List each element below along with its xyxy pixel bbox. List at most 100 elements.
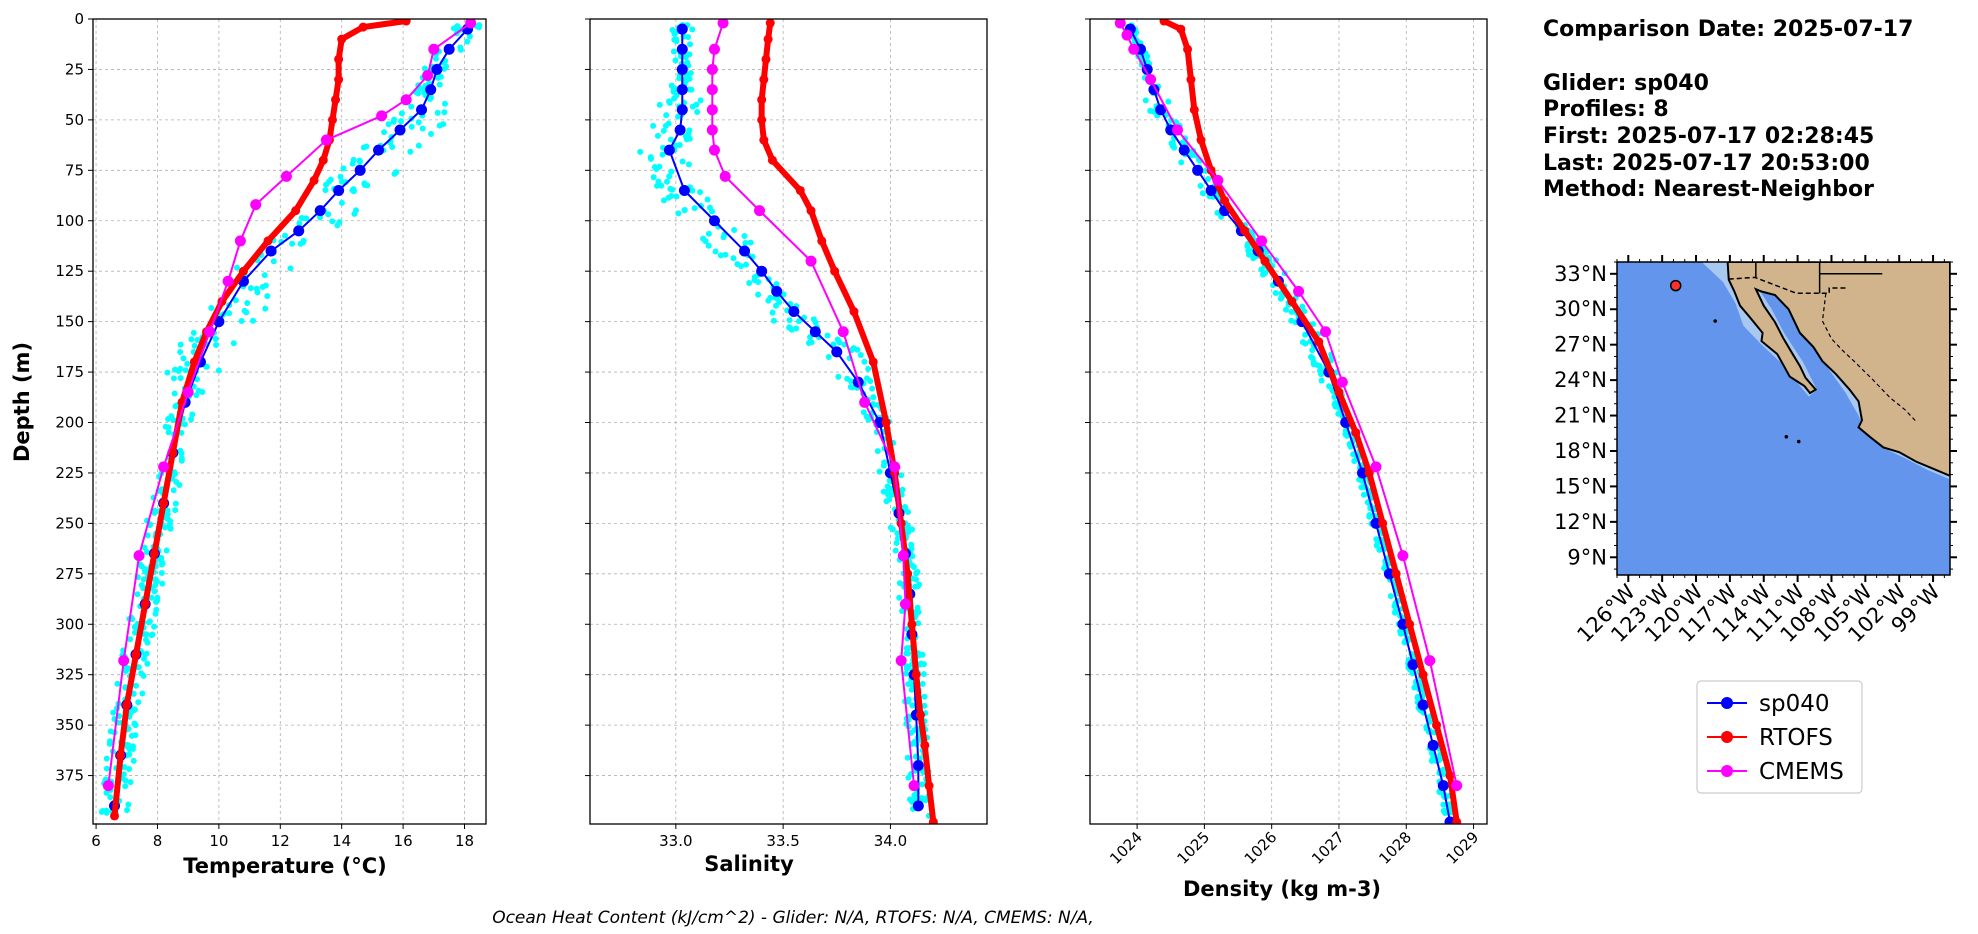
x-tick-label: 14 [332,832,351,850]
glider-raw-point [1142,97,1149,104]
glider-raw-point [138,670,145,677]
glider-raw-point [1401,639,1408,646]
glider-raw-point [660,197,667,204]
cmems-line [107,22,472,786]
glider-raw-point [705,230,712,237]
cmems-point [708,43,720,55]
glider-raw-point [194,336,201,343]
glider-raw-point [132,623,139,630]
rtofs-point [318,155,328,165]
glider-raw-point [894,530,901,537]
glider-raw-point [1347,443,1354,450]
cmems-point [118,655,130,667]
glider-raw-point [262,305,269,312]
glider-raw-point [886,496,893,503]
glider-raw-point [658,182,665,189]
glider-raw-point [731,226,738,233]
sp040-point [771,285,783,297]
glider-raw-point [1414,693,1421,700]
cmems-point [899,598,911,610]
profile-count: Profiles: 8 [1543,97,1669,122]
glider-raw-point [133,682,140,689]
rtofs-point [868,357,878,367]
method: Method: Nearest-Neighbor [1543,177,1874,202]
glider-raw-point [407,148,414,155]
cmems-point [754,205,766,217]
glider-raw-point [904,754,911,761]
glider-raw-point [139,690,146,697]
glider-raw-point [140,585,147,592]
sp040-point [676,84,688,96]
glider-raw-point [159,580,166,587]
glider-raw-point [250,317,257,324]
rtofs-point [911,670,921,680]
temperature-axis-label: Temperature (°C) [183,854,386,878]
glider-raw-point [303,215,310,222]
glider-raw-point [910,563,917,570]
glider-raw-point [663,112,670,119]
glider-raw-point [671,30,678,37]
rtofs-point [907,619,917,629]
glider-raw-point [172,507,179,514]
glider-raw-point [1205,175,1212,182]
glider-raw-point [177,365,184,372]
glider-raw-point [1440,807,1447,814]
x-tick-label: 10 [209,832,228,850]
glider-raw-point [909,702,916,709]
glider-raw-point [361,180,368,187]
glider-raw-point [861,358,868,365]
glider-raw-point [208,305,215,312]
rtofs-point [817,236,827,246]
glider-raw-point [869,385,876,392]
glider-raw-point [755,279,762,286]
rtofs-point [1260,256,1270,266]
y-tick-label: 275 [55,565,84,583]
rtofs-point [109,811,119,821]
rtofs-point [1186,75,1196,85]
glider-raw-point [1308,354,1315,361]
cmems-point [1320,326,1332,338]
sp040-point [1397,618,1409,630]
glider-raw-point [1288,317,1295,324]
rtofs-point [1220,196,1230,206]
cmems-point [1397,550,1409,562]
cmems-point [706,104,718,116]
glider-raw-point [686,86,693,93]
glider-raw-point [1373,536,1380,543]
x-tick-label: 33.0 [659,832,692,850]
y-tick-label: 250 [55,514,84,532]
cmems-point [805,255,817,267]
state-border [1821,293,1917,422]
glider-raw-point [769,309,776,316]
glider-raw-point [902,504,909,511]
glider-raw-point [1277,295,1284,302]
glider-raw-point [1411,684,1418,691]
y-tick-label: 25 [65,60,84,78]
glider-raw-point [1440,801,1447,808]
glider-raw-point [212,336,219,343]
glider-raw-point [323,181,330,188]
glider-raw-point [921,693,928,700]
rtofs-point [759,135,769,145]
cmems-point [859,396,871,408]
glider-raw-point [835,373,842,380]
ocean-heat-content-note: Ocean Heat Content (kJ/cm^2) - Glider: N… [492,908,1094,928]
glider-raw-point [656,163,663,170]
glider-raw-point [712,248,719,255]
glider-raw-point [650,174,657,181]
glider-raw-point [896,594,903,601]
glider-raw-point [689,26,696,33]
rtofs-point [1378,518,1388,528]
glider-raw-point [350,186,357,193]
glider-raw-point [182,367,189,374]
cmems-point [133,550,145,562]
glider-raw-point [686,135,693,142]
glider-raw-point [427,94,434,101]
glider-raw-point [685,33,692,40]
glider-raw-point [184,360,191,367]
rtofs-point [327,115,337,125]
glider-raw-point [668,193,675,200]
glider-raw-point [919,796,926,803]
glider-raw-point [264,293,271,300]
sp040-point [676,63,688,75]
